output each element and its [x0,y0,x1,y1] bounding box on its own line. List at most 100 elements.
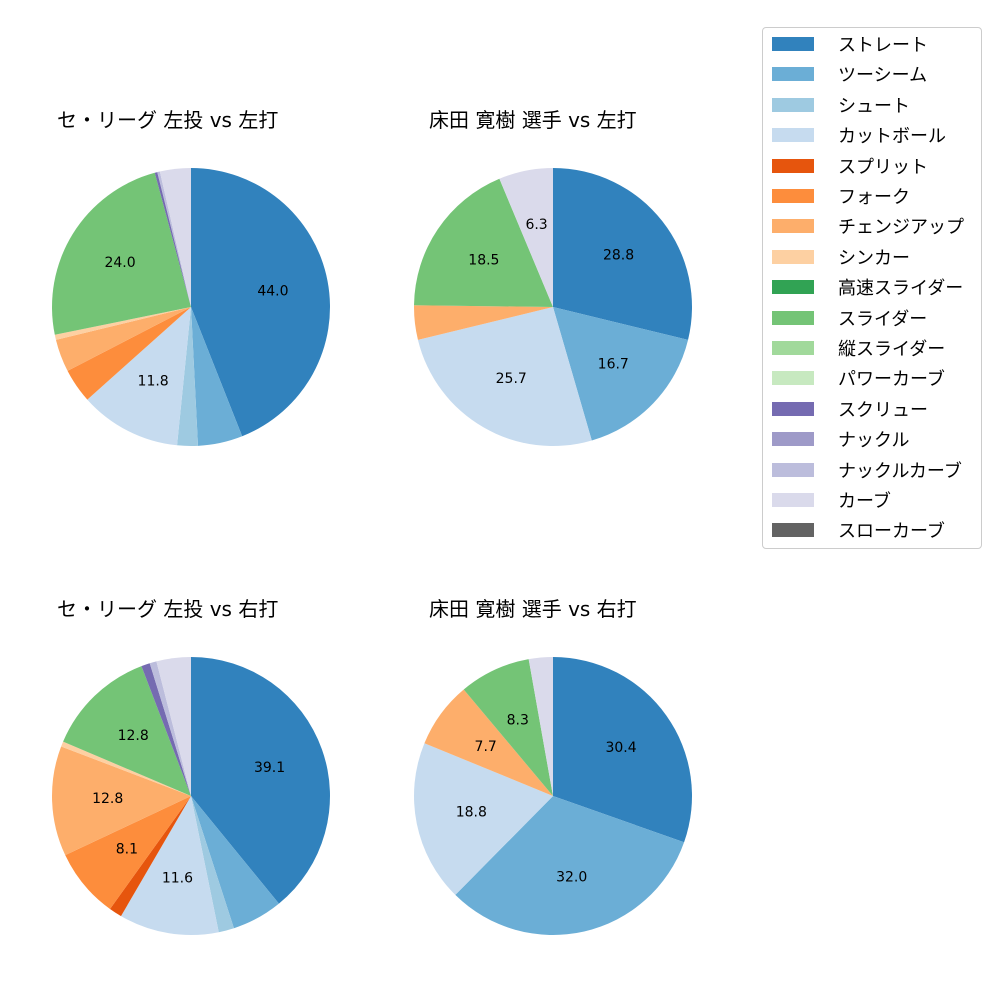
slice-percent-label: 18.5 [468,252,499,268]
slice-percent-label: 7.7 [475,739,497,755]
legend-label: スプリット [838,156,928,178]
legend-item: スライダー [772,307,928,330]
slice-percent-label: 12.8 [92,791,123,807]
legend-swatch [772,310,814,325]
pie-slice [191,168,331,437]
legend-swatch [772,249,814,264]
legend-label: スクリュー [838,399,928,421]
pie-slice [110,796,191,917]
legend-label: パワーカーブ [838,369,945,391]
legend-item: 縦スライダー [772,337,946,360]
pie-slice [417,307,592,447]
legend-swatch [772,523,814,538]
slice-percent-label: 8.1 [116,841,138,857]
slice-percent-label: 24.0 [104,255,135,271]
pie-slice [414,743,553,895]
pie-slice [65,796,191,909]
legend-item: スローカーブ [772,519,945,543]
legend-swatch [772,401,814,416]
legend-item: チェンジアップ [772,215,964,239]
legend-label: 高速スライダー [838,278,964,300]
legend: ストレートツーシームシュートカットボール スプリットフォークチェンジアップ シンカー… [762,27,982,549]
pie-slice [553,307,689,441]
legend-label: ストレート [838,35,928,56]
pie-slice [553,168,693,340]
pie-slice [120,796,219,935]
chart-title-league-vs-left: セ・リーグ 左投 vs 左打 [57,108,279,132]
legend-item: ナックル [772,428,910,452]
legend-swatch [772,280,814,295]
legend-item: スプリット [772,155,928,178]
pie-slice [191,796,279,929]
legend-label: ナックルカーブ [838,460,962,482]
legend-item: ナックルカーブ [772,459,962,482]
slice-percent-label: 6.3 [525,217,547,233]
slice-percent-label: 44.0 [257,283,288,299]
slice-percent-label: 18.8 [456,805,487,821]
slice-percent-label: 11.6 [162,870,193,886]
pie-slice [51,746,192,856]
pie-slice [61,741,191,796]
legend-item: 高速スライダー [772,276,964,300]
pie-slice [159,168,191,307]
pie-slice [51,172,191,335]
legend-label: フォーク [838,187,910,208]
legend-swatch [772,128,814,143]
pie-slice [55,307,191,371]
legend-label: シンカー [838,247,910,269]
slice-percent-label: 11.8 [138,373,169,389]
legend-swatch [772,371,814,386]
slice-percent-label: 12.8 [118,728,149,744]
legend-item: スクリュー [772,398,928,421]
legend-label: カーブ [838,491,891,512]
legend-item: シンカー [772,246,910,269]
pie-slice [149,661,191,796]
slice-percent-label: 25.7 [496,371,527,387]
pie-slice [528,657,553,796]
legend-label: カットボール [838,126,946,148]
pie-slice [191,796,234,933]
slice-percent-label: 8.3 [507,712,529,728]
pie-slice [424,689,553,796]
chart-title-player-vs-right: 床田 寛樹 選手 vs 右打 [429,597,637,621]
pie-slice [156,657,191,796]
legend-item: フォーク [772,185,910,208]
pie-slice [191,657,331,904]
pie-slice [455,796,685,935]
legend-swatch [772,493,814,507]
pie-slice [414,178,553,307]
pie-slice [553,657,692,843]
pie-slice [54,307,192,340]
pie-slice [141,663,191,796]
pie-slice [63,666,192,796]
legend-label: 縦スライダー [838,339,946,360]
pie-slice [154,172,191,307]
legend-item: パワーカーブ [772,367,945,391]
legend-item: カーブ [772,489,891,512]
legend-item: ツーシーム [772,63,928,87]
pie-slice [177,307,198,446]
legend-swatch [772,462,814,477]
legend-label: チェンジアップ [838,217,964,239]
pie-slice [463,659,553,796]
chart-title-player-vs-left: 床田 寛樹 選手 vs 左打 [429,108,637,132]
legend-swatch [772,189,814,203]
legend-item: シュート [772,94,910,117]
slice-percent-label: 39.1 [254,760,285,776]
legend-label: スライダー [838,308,928,330]
pie-slice [414,305,553,340]
legend-swatch [772,341,814,355]
slice-percent-label: 30.4 [605,740,636,756]
legend-item: カットボール [772,124,946,148]
pie-slice [191,307,243,446]
legend-label: スローカーブ [838,521,945,543]
legend-label: ナックル [838,430,910,452]
legend-label: シュート [838,95,910,117]
pie-slice [87,307,191,446]
legend-label: ツーシーム [838,65,928,87]
slice-percent-label: 16.7 [598,357,629,373]
